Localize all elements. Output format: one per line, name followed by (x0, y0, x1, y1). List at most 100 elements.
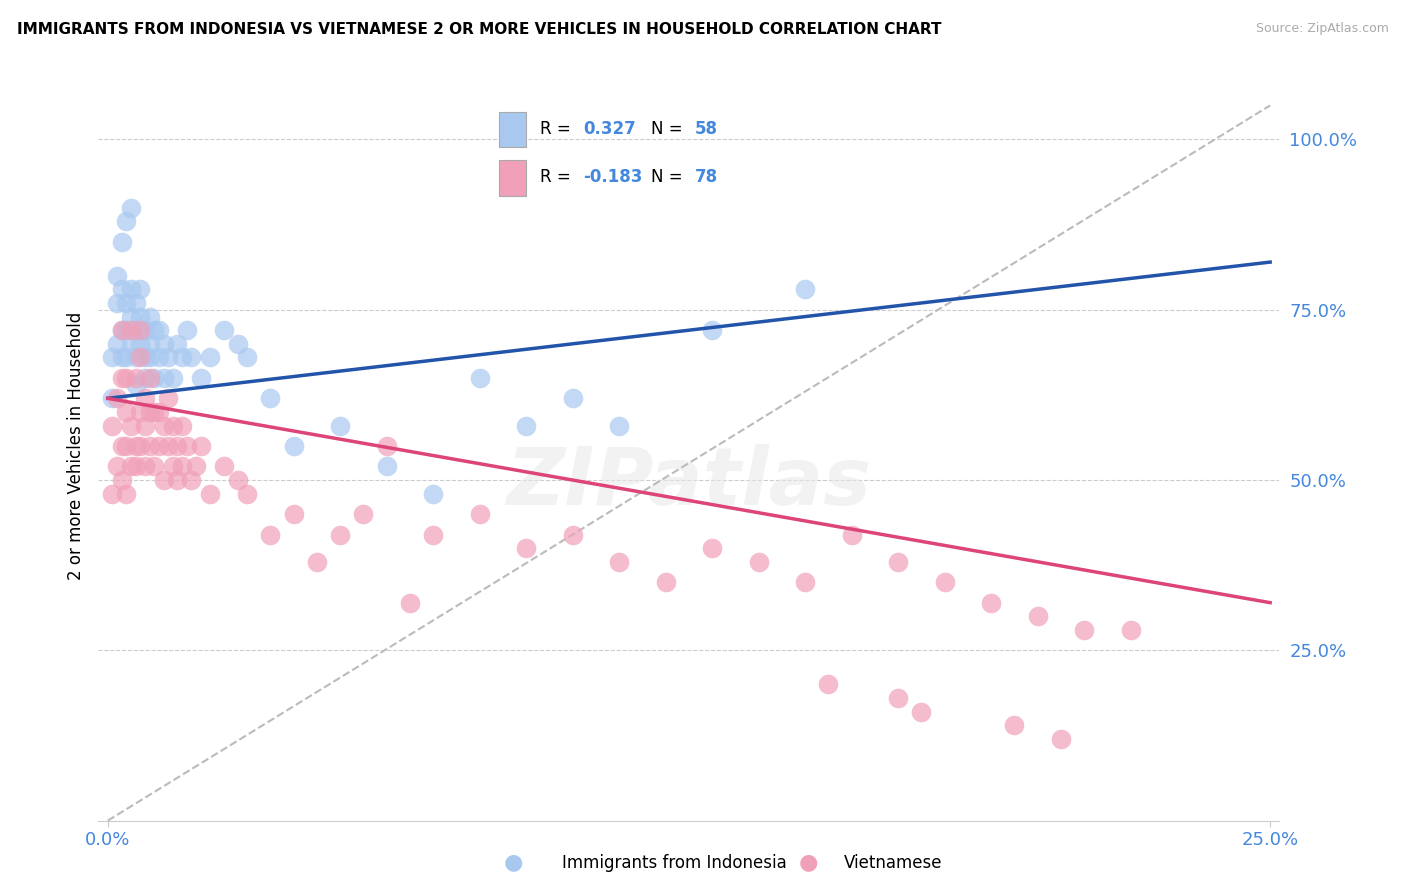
Point (134, 371, 156, 385)
Point (166, 336, 188, 351)
Point (422, 527, 444, 541)
Point (138, 439, 160, 453)
Point (468, 371, 491, 385)
Point (143, 371, 166, 385)
Point (105, 268, 128, 283)
Point (1026, 609, 1049, 624)
Point (152, 473, 174, 487)
Point (124, 296, 146, 310)
Point (101, 418, 124, 433)
Point (111, 439, 134, 453)
Point (105, 459, 128, 474)
Point (105, 336, 128, 351)
Point (305, 555, 328, 569)
Point (166, 439, 188, 453)
Point (105, 296, 128, 310)
Point (129, 310, 152, 324)
Point (152, 371, 174, 385)
Point (115, 214, 138, 228)
Point (111, 351, 134, 365)
Point (111, 473, 134, 487)
Point (980, 596, 1002, 610)
Point (515, 541, 537, 556)
Point (120, 418, 142, 433)
Point (157, 351, 180, 365)
Point (607, 418, 630, 433)
Point (134, 351, 156, 365)
Point (143, 323, 166, 337)
Text: ●: ● (799, 853, 818, 872)
Point (190, 439, 212, 453)
Point (115, 323, 138, 337)
Point (353, 507, 375, 521)
Point (515, 418, 537, 433)
Point (120, 310, 142, 324)
Point (148, 323, 170, 337)
Text: Immigrants from Indonesia: Immigrants from Indonesia (562, 854, 787, 871)
Point (887, 555, 910, 569)
Point (115, 486, 138, 500)
Point (1050, 731, 1073, 746)
Point (134, 392, 156, 406)
Point (138, 310, 160, 324)
Point (115, 371, 138, 385)
Point (120, 459, 142, 474)
Point (111, 282, 134, 296)
Point (375, 439, 398, 453)
Point (176, 439, 198, 453)
Text: ●: ● (503, 853, 523, 872)
Point (184, 459, 207, 474)
Point (129, 351, 152, 365)
Point (198, 486, 221, 500)
Point (283, 507, 305, 521)
Point (105, 392, 128, 406)
Point (134, 418, 156, 433)
Text: IMMIGRANTS FROM INDONESIA VS VIETNAMESE 2 OR MORE VEHICLES IN HOUSEHOLD CORRELAT: IMMIGRANTS FROM INDONESIA VS VIETNAMESE … (17, 22, 942, 37)
Point (148, 405, 170, 419)
Point (172, 459, 194, 474)
Point (654, 575, 676, 590)
Point (157, 392, 180, 406)
Point (152, 336, 174, 351)
Point (115, 439, 138, 453)
Point (468, 507, 491, 521)
Point (702, 541, 724, 556)
Point (283, 439, 305, 453)
Point (702, 323, 724, 337)
Point (162, 371, 184, 385)
Point (138, 371, 160, 385)
Text: Source: ZipAtlas.com: Source: ZipAtlas.com (1256, 22, 1389, 36)
Point (143, 459, 166, 474)
Point (1002, 718, 1025, 732)
Point (129, 439, 152, 453)
Point (748, 555, 770, 569)
Point (375, 459, 398, 474)
Point (887, 691, 910, 706)
Point (162, 418, 184, 433)
Point (124, 459, 146, 474)
Point (166, 473, 188, 487)
Point (101, 351, 124, 365)
Point (329, 418, 352, 433)
Point (794, 282, 817, 296)
Point (134, 323, 156, 337)
Point (399, 596, 422, 610)
Point (259, 392, 281, 406)
Point (607, 555, 630, 569)
Point (910, 705, 932, 719)
Point (138, 336, 160, 351)
Point (111, 323, 134, 337)
Point (212, 459, 235, 474)
Point (138, 405, 160, 419)
Point (111, 323, 134, 337)
Point (176, 323, 198, 337)
Point (236, 486, 259, 500)
Point (172, 418, 194, 433)
Point (124, 377, 146, 392)
Point (120, 201, 142, 215)
Point (101, 392, 124, 406)
Y-axis label: 2 or more Vehicles in Household: 2 or more Vehicles in Household (66, 312, 84, 580)
Point (143, 405, 166, 419)
Point (226, 473, 249, 487)
Point (134, 459, 156, 474)
